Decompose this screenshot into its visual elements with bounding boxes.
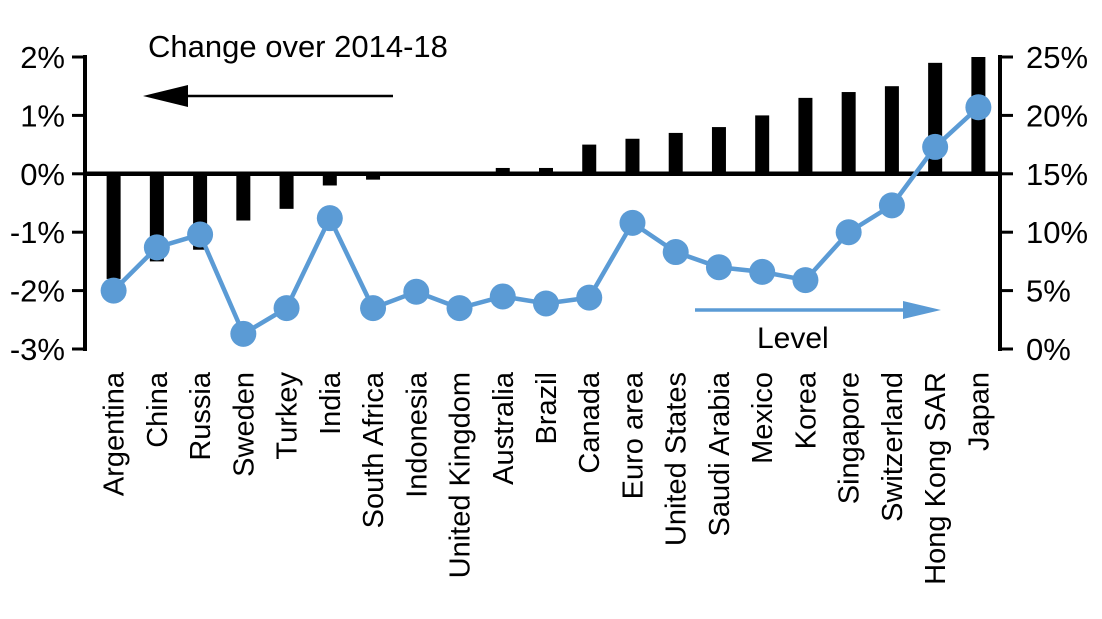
left-axis-tick-label: -2% — [10, 274, 65, 309]
x-axis-label-united-states: United States — [661, 372, 693, 546]
x-axis-label-india: India — [315, 371, 347, 435]
right-axis-tick-label: 0% — [1026, 332, 1071, 367]
bar-south-africa — [366, 173, 381, 180]
bar-singapore — [841, 92, 856, 174]
x-axis-label-south-africa: South Africa — [358, 371, 390, 528]
marker-united-states — [662, 239, 689, 266]
marker-united-kingdom — [446, 295, 473, 322]
marker-euro-area — [619, 209, 646, 236]
bar-united-states — [668, 132, 683, 174]
right-axis-tick-label: 20% — [1026, 98, 1088, 133]
x-axis-label-united-kingdom: United Kingdom — [445, 372, 477, 578]
marker-mexico — [749, 258, 776, 285]
marker-canada — [576, 284, 603, 311]
x-axis-label-indonesia: Indonesia — [401, 371, 433, 498]
x-axis-label-mexico: Mexico — [747, 372, 779, 464]
x-axis-label-euro-area: Euro area — [617, 371, 649, 499]
bar-sweden — [236, 173, 251, 221]
marker-saudi-arabia — [705, 254, 732, 281]
bar-euro-area — [625, 138, 640, 174]
bar-india — [322, 173, 337, 186]
bar-argentina — [106, 173, 121, 279]
marker-argentina — [100, 277, 127, 304]
left-axis-tick-label: -1% — [10, 215, 65, 250]
right-axis-tick-label: 10% — [1026, 215, 1088, 250]
left-series-title: Change over 2014-18 — [148, 29, 448, 64]
x-axis-label-russia: Russia — [185, 371, 217, 461]
x-axis-label-turkey: Turkey — [272, 372, 304, 460]
x-axis-label-australia: Australia — [488, 371, 520, 485]
left-axis-tick-label: 2% — [20, 40, 65, 75]
change-arrowhead-icon — [143, 85, 188, 107]
x-axis-label-hong-kong-sar: Hong Kong SAR — [920, 372, 952, 585]
marker-china — [143, 234, 170, 261]
x-axis-label-canada: Canada — [574, 371, 606, 473]
x-axis-label-japan: Japan — [963, 372, 995, 451]
axes: 2% 1% 0% -1% -2% -3% 25% 20% 15% 10% 5% 0% — [10, 40, 1088, 367]
marker-switzerland — [878, 192, 905, 219]
marker-turkey — [273, 295, 300, 322]
x-axis-label-argentina: Argentina — [99, 371, 131, 496]
x-axis-label-china: China — [142, 371, 174, 448]
marker-india — [316, 205, 343, 232]
x-axis-label-singapore: Singapore — [834, 372, 866, 504]
bar-series — [106, 57, 986, 279]
marker-singapore — [835, 219, 862, 246]
bar-korea — [798, 97, 813, 174]
line-series — [100, 94, 992, 347]
marker-sweden — [230, 320, 257, 347]
marker-australia — [489, 283, 516, 310]
marker-korea — [792, 267, 819, 294]
marker-japan — [965, 94, 992, 121]
bar-mexico — [755, 115, 770, 174]
bar-turkey — [279, 173, 294, 209]
x-axis-label-brazil: Brazil — [531, 372, 563, 445]
marker-brazil — [533, 290, 559, 317]
x-axis-labels: Argentina China Russia Sweden Turkey India Sou… — [99, 371, 996, 585]
left-axis-tick-label: -3% — [10, 332, 65, 367]
x-axis-label-switzerland: Switzerland — [877, 372, 909, 522]
x-axis-label-saudi-arabia: Saudi Arabia — [704, 371, 736, 536]
left-axis-tick-label: 1% — [20, 98, 65, 133]
bar-saudi-arabia — [711, 127, 726, 174]
bar-switzerland — [884, 86, 899, 174]
left-axis-tick-label: 0% — [20, 157, 65, 192]
bar-brazil — [539, 167, 553, 174]
x-axis-label-sweden: Sweden — [228, 372, 260, 477]
right-axis-tick-label: 5% — [1026, 274, 1071, 309]
marker-south-africa — [360, 295, 387, 322]
marker-hong-kong-sar — [922, 133, 949, 160]
level-arrowhead-icon — [903, 301, 941, 319]
marker-russia — [187, 221, 214, 248]
bar-australia — [495, 167, 510, 174]
bar-canada — [582, 144, 597, 174]
x-axis-label-korea: Korea — [790, 371, 822, 449]
right-axis-tick-label: 25% — [1026, 40, 1088, 75]
right-axis-tick-label: 15% — [1026, 157, 1088, 192]
marker-indonesia — [403, 278, 430, 305]
right-series-title: Level — [757, 322, 829, 355]
